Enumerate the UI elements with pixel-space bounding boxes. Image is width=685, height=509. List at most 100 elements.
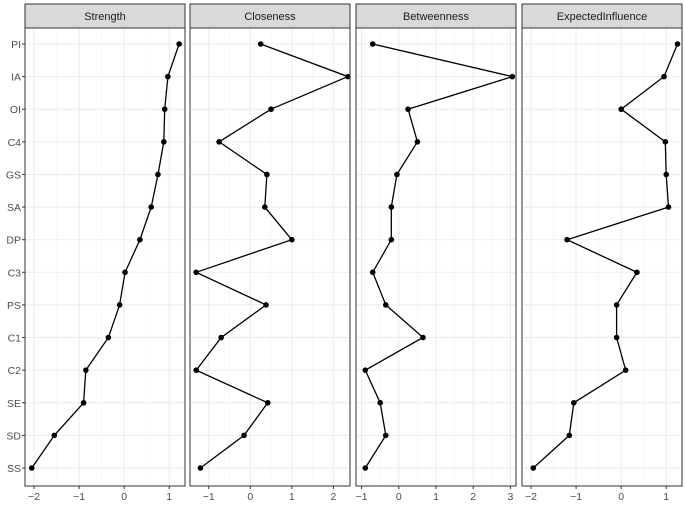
panel-expectedinfluence: ExpectedInfluence −2 −1 0 1	[521, 3, 683, 503]
data-point-sd	[51, 432, 58, 439]
data-point-pi	[176, 41, 182, 47]
panel-strip	[355, 3, 517, 29]
data-point-c3	[634, 269, 640, 276]
data-point-gs	[663, 171, 670, 178]
data-point-ia	[509, 73, 516, 80]
series-line-betweenness	[364, 43, 515, 469]
y-tick-label-gs: GS	[6, 169, 21, 181]
y-tick-label-c3: C3	[8, 267, 22, 279]
data-point-c1	[105, 334, 112, 341]
x-tick-label: −2	[525, 491, 537, 503]
data-point-ps	[382, 302, 389, 308]
panel-title: Betweenness	[403, 11, 470, 23]
data-point-ps	[613, 302, 620, 308]
y-tick-label-ps: PS	[7, 300, 21, 312]
y-tick-label-ia: IA	[11, 72, 21, 84]
x-tick-label: −1	[203, 491, 215, 503]
x-tick-label: −2	[28, 491, 40, 503]
data-point-oi	[405, 106, 411, 113]
x-tick-label: −1	[570, 491, 582, 503]
panel-closeness: Closeness −1 0 1 2	[189, 3, 351, 503]
data-point-pi	[369, 41, 376, 47]
panel-title: ExpectedInfluence	[557, 11, 648, 23]
data-point-ia	[661, 73, 667, 80]
panel-border	[24, 27, 186, 487]
y-tick-label-pi: PI	[11, 39, 21, 51]
data-point-dp	[137, 236, 143, 243]
data-point-c1	[420, 334, 426, 341]
panel-title: Closeness	[244, 11, 296, 23]
y-tick-label-dp: DP	[6, 235, 21, 247]
series-line-strength	[31, 43, 180, 469]
data-point-ss	[197, 465, 204, 471]
panel-title: Strength	[84, 11, 126, 23]
x-tick-label: −1	[73, 491, 85, 503]
data-point-sa	[148, 204, 154, 210]
panel-background	[190, 28, 350, 486]
y-tick-label-se: SE	[7, 398, 21, 410]
panel-strength: Strength −2 −1 0 1	[24, 3, 186, 503]
data-point-sa	[262, 204, 268, 210]
x-tick-label: 0	[396, 491, 402, 503]
y-tick-label-c1: C1	[8, 333, 22, 345]
data-point-c3	[122, 269, 128, 276]
data-point-ps	[263, 302, 269, 308]
data-point-c2	[622, 367, 629, 373]
panel-strip	[521, 3, 683, 29]
data-point-oi	[618, 106, 624, 113]
x-tick-label: 1	[433, 491, 439, 503]
data-point-c3	[193, 269, 200, 276]
data-point-dp	[289, 236, 295, 243]
data-point-c2	[362, 367, 369, 373]
x-tick-label: 0	[247, 491, 253, 503]
x-tick-label: 0	[121, 491, 127, 503]
data-point-c1	[613, 334, 620, 341]
data-point-oi	[161, 106, 168, 113]
panel-border	[189, 27, 351, 487]
panel-border	[521, 27, 683, 487]
x-tick-label: 2	[330, 491, 336, 503]
data-point-ia	[165, 73, 171, 80]
data-point-se	[264, 399, 271, 406]
data-point-se	[571, 399, 577, 406]
data-point-sd	[382, 432, 389, 439]
data-point-oi	[268, 106, 274, 113]
data-point-ps	[116, 302, 123, 308]
data-point-dp	[564, 236, 570, 243]
x-tick-label: 1	[663, 491, 669, 503]
x-tick-label: 2	[470, 491, 476, 503]
data-point-c1	[218, 334, 224, 341]
data-point-sa	[388, 204, 395, 210]
data-point-c4	[414, 139, 421, 145]
y-tick-label-c2: C2	[8, 365, 22, 377]
data-point-se	[377, 399, 383, 406]
y-tick-label-sa: SA	[7, 202, 21, 214]
panel-background	[25, 28, 185, 486]
series-line-closeness	[194, 43, 350, 469]
data-point-dp	[388, 236, 395, 243]
y-tick-label-oi: OI	[10, 104, 21, 116]
data-point-c4	[662, 139, 669, 145]
data-point-sa	[665, 204, 672, 210]
data-point-ia	[345, 73, 351, 80]
data-point-c2	[193, 367, 200, 373]
x-tick-label: 1	[166, 491, 172, 503]
x-tick-label: 1	[289, 491, 295, 503]
panel-betweenness: Betweenness −1 0 1 2 3	[355, 3, 517, 503]
data-point-sd	[566, 432, 573, 439]
data-point-ss	[530, 465, 537, 471]
y-tick-label-sd: SD	[6, 430, 21, 442]
panel-strip	[189, 3, 351, 29]
data-point-pi	[257, 41, 264, 47]
data-point-se	[80, 399, 87, 406]
data-point-c2	[83, 367, 89, 373]
data-point-sd	[241, 432, 247, 439]
data-point-c4	[216, 139, 222, 145]
panel-background	[522, 28, 682, 486]
y-tick-label-c4: C4	[8, 137, 22, 149]
data-point-ss	[362, 465, 369, 471]
data-point-ss	[28, 465, 35, 471]
y-axis: PI IA OI C4 GS SA DP C3 PS C1 C2 SE SD SS	[6, 39, 25, 475]
data-point-pi	[674, 41, 681, 47]
data-point-gs	[394, 171, 400, 178]
